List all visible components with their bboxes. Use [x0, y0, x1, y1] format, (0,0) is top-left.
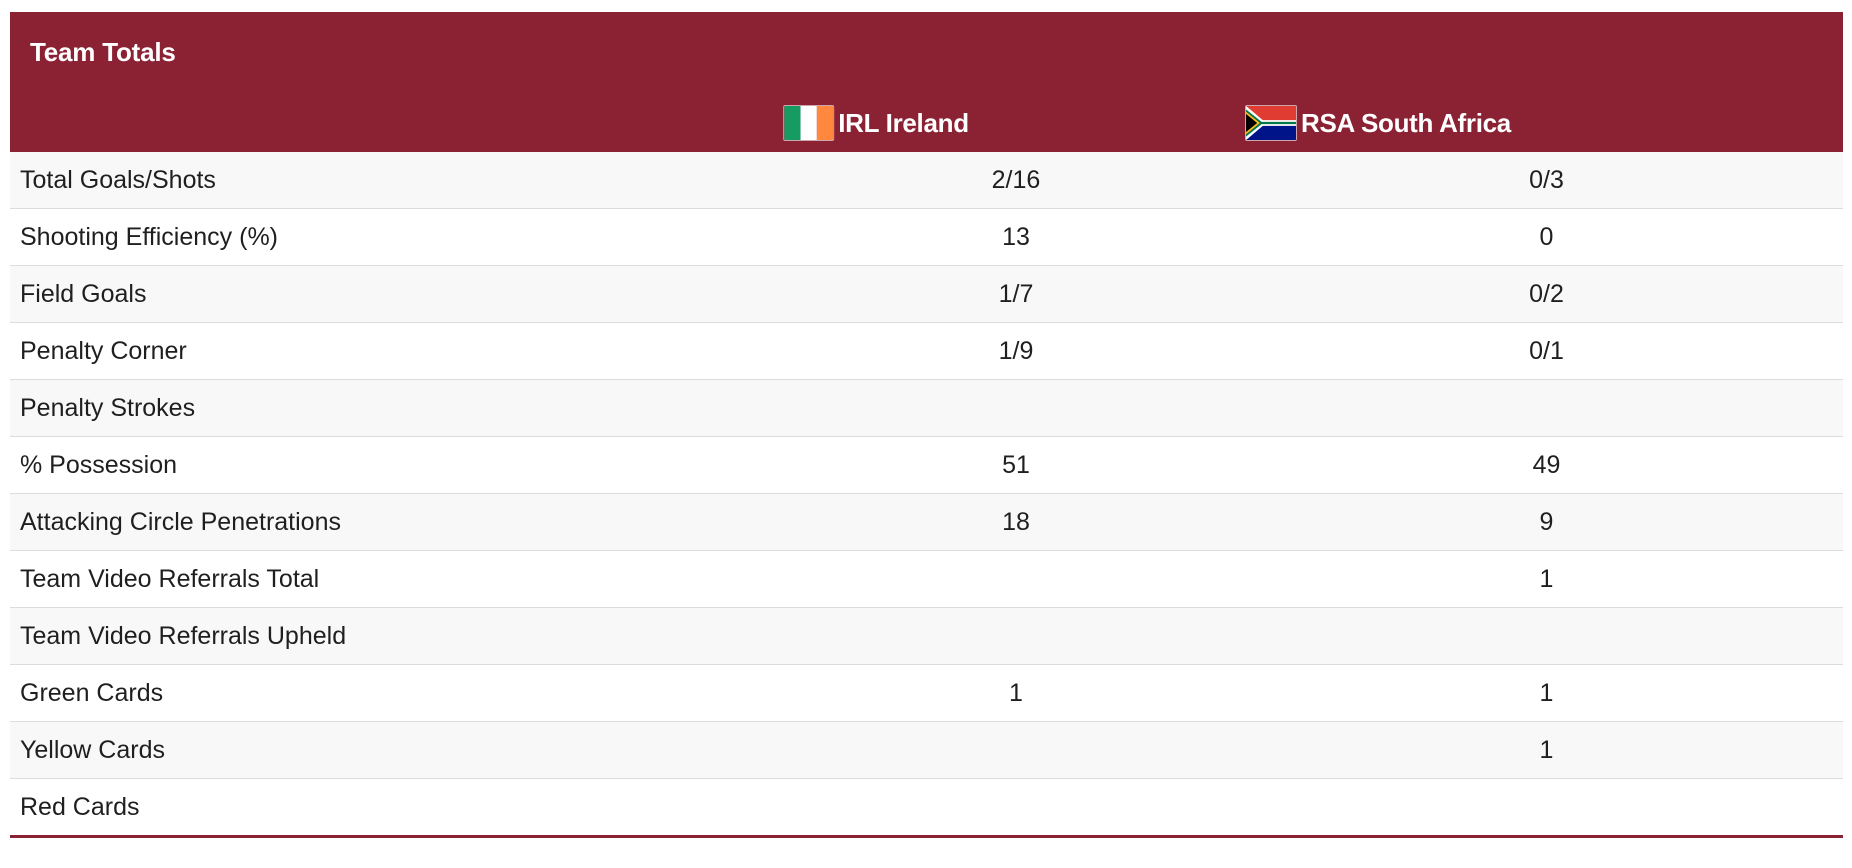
stat-value-home: 13: [740, 208, 1280, 266]
stat-value-away: 1: [1280, 550, 1843, 608]
stat-value-away: 0/1: [1280, 322, 1843, 380]
stat-row: Yellow Cards 1: [10, 721, 1843, 779]
stat-label: Shooting Efficiency (%): [10, 208, 740, 266]
stat-value-away: 9: [1280, 493, 1843, 551]
stat-row: Field Goals 1/7 0/2: [10, 265, 1843, 323]
stat-row: Green Cards 1 1: [10, 664, 1843, 722]
stat-value-away: 1: [1280, 721, 1843, 779]
stat-row: Attacking Circle Penetrations 18 9: [10, 493, 1843, 551]
stat-label: Field Goals: [10, 265, 740, 323]
stat-label: Team Video Referrals Total: [10, 550, 740, 608]
stat-value-home: [740, 607, 1280, 665]
team-name-home: IRL Ireland: [838, 107, 969, 138]
stat-value-home: [740, 778, 1280, 838]
stat-value-away: [1280, 607, 1843, 665]
stat-value-home: 2/16: [740, 152, 1280, 209]
stat-row: Team Video Referrals Upheld: [10, 607, 1843, 665]
stats-table-body: Total Goals/Shots 2/16 0/3 Shooting Efficie…: [10, 152, 1843, 838]
stat-label: Green Cards: [10, 664, 740, 722]
stat-label: Team Video Referrals Upheld: [10, 607, 740, 665]
panel-header: Team Totals IRL Ireland: [10, 12, 1843, 152]
south-africa-flag-icon: [1245, 105, 1298, 141]
stat-value-away: 49: [1280, 436, 1843, 494]
stat-value-home: [740, 379, 1280, 437]
team-name-away: RSA South Africa: [1301, 107, 1511, 138]
stat-value-away: [1280, 379, 1843, 437]
stat-value-home: 1/9: [740, 322, 1280, 380]
stat-value-away: [1280, 778, 1843, 838]
stat-label: Yellow Cards: [10, 721, 740, 779]
stat-label: Attacking Circle Penetrations: [10, 493, 740, 551]
stat-row: Shooting Efficiency (%) 13 0: [10, 208, 1843, 266]
ireland-flag-icon: [783, 105, 835, 141]
team-totals-panel: Team Totals IRL Ireland: [10, 12, 1843, 838]
stat-value-home: 51: [740, 436, 1280, 494]
stat-row: Total Goals/Shots 2/16 0/3: [10, 152, 1843, 209]
stat-value-home: [740, 550, 1280, 608]
stat-label: Penalty Corner: [10, 322, 740, 380]
panel-title: Team Totals: [30, 37, 176, 67]
stat-value-home: 1: [740, 664, 1280, 722]
stat-row: Penalty Strokes: [10, 379, 1843, 437]
stat-value-away: 0/3: [1280, 152, 1843, 209]
stat-value-away: 1: [1280, 664, 1843, 722]
stat-value-away: 0/2: [1280, 265, 1843, 323]
stat-value-home: [740, 721, 1280, 779]
stats-table: Total Goals/Shots 2/16 0/3 Shooting Efficie…: [10, 152, 1843, 838]
stat-label: % Possession: [10, 436, 740, 494]
team-header-home: IRL Ireland: [783, 105, 969, 141]
stat-row: Penalty Corner 1/9 0/1: [10, 322, 1843, 380]
team-header-away: RSA South Africa: [1245, 105, 1511, 141]
stat-row: Red Cards: [10, 778, 1843, 838]
stat-label: Total Goals/Shots: [10, 152, 740, 209]
stat-label: Penalty Strokes: [10, 379, 740, 437]
stat-value-home: 1/7: [740, 265, 1280, 323]
stat-value-away: 0: [1280, 208, 1843, 266]
stat-label: Red Cards: [10, 778, 740, 838]
stat-value-home: 18: [740, 493, 1280, 551]
stat-row: % Possession 51 49: [10, 436, 1843, 494]
stat-row: Team Video Referrals Total 1: [10, 550, 1843, 608]
